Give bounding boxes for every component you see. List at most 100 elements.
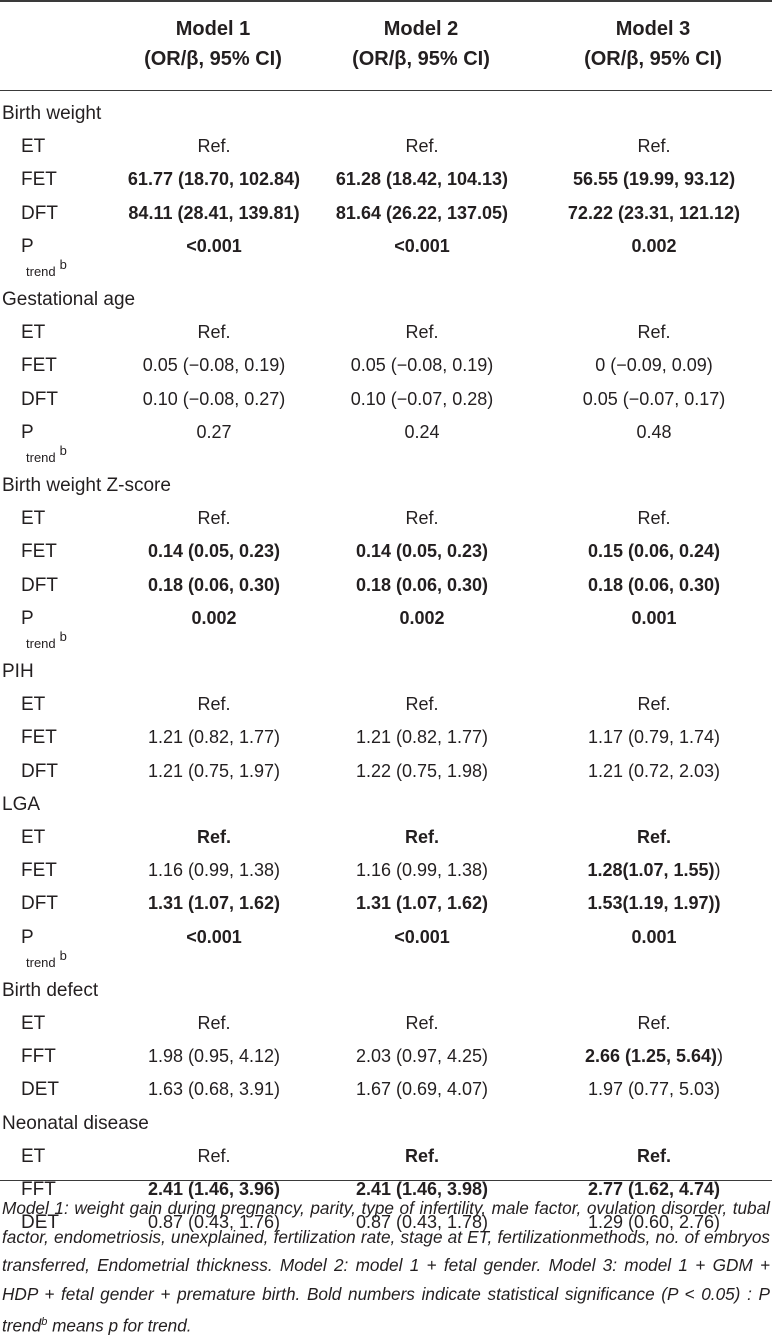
cell-value: Ref.	[637, 694, 671, 715]
value-cell: 1.31 (1.07, 1.62)	[306, 887, 538, 920]
cell-value: Ref.	[405, 136, 439, 157]
footnote-separator: :	[740, 1283, 759, 1304]
table-row: FET 1.16 (0.99, 1.38) 1.16 (0.99, 1.38) 1.2…	[0, 854, 772, 887]
value-cell: 72.22 (23.31, 121.12)	[538, 197, 770, 230]
value-cell: 0.18 (0.06, 0.30)	[538, 569, 770, 602]
value-cell: 0.10 (−0.08, 0.27)	[98, 383, 330, 416]
value-cell: Ref.	[306, 316, 538, 349]
table-row: FET 1.21 (0.82, 1.77) 1.21 (0.82, 1.77) 1.1…	[0, 721, 772, 754]
table-row: DFT 84.11 (28.41, 139.81) 81.64 (26.22, 13…	[0, 197, 772, 230]
value-cell: 0.001	[538, 921, 770, 954]
value-cell: 0.87 (0.43, 1.78)	[306, 1206, 538, 1239]
row-label: P	[21, 926, 34, 948]
table-row: ET Ref. Ref. Ref.	[0, 130, 772, 163]
value-cell: Ref.	[538, 316, 770, 349]
table-top-rule	[0, 0, 772, 2]
cell-value: <0.001	[394, 235, 450, 256]
cell-value: 1.97 (0.77, 5.03)	[587, 1079, 721, 1100]
table-row: DET 1.63 (0.68, 3.91) 1.67 (0.69, 4.07) 1.9…	[0, 1073, 772, 1106]
table-row: DET 0.87 (0.43, 1.76) 0.87 (0.43, 1.78) 1.2…	[0, 1206, 772, 1239]
value-cell: 0.18 (0.06, 0.30)	[98, 569, 330, 602]
value-cell: 1.16 (0.99, 1.38)	[306, 854, 538, 887]
cell-value: 1.67 (0.69, 4.07)	[355, 1079, 489, 1100]
value-cell: 1.21 (0.82, 1.77)	[306, 721, 538, 754]
cell-value: 0.10 (−0.07, 0.28)	[350, 388, 494, 409]
cell-value: 1.16 (0.99, 1.38)	[355, 860, 489, 881]
value-cell: 0.14 (0.05, 0.23)	[98, 535, 330, 568]
footnote-trend-definition: means p for trend.	[47, 1315, 192, 1336]
header-model-label: Model 3	[615, 18, 691, 40]
cell-value: 0.002	[631, 235, 677, 256]
value-cell: 1.21 (0.72, 2.03)	[538, 755, 770, 788]
column-header-model-2: Model 2 (OR/β, 95% CI)	[306, 14, 536, 74]
table-row: FET 0.05 (−0.08, 0.19) 0.05 (−0.08, 0.19) 0…	[0, 349, 772, 382]
cell-value: 0.14 (0.05, 0.23)	[355, 541, 489, 562]
table-footnote: Model 1: weight gain during pregnancy, p…	[2, 1194, 770, 1340]
row-label: DFT	[21, 893, 58, 915]
cell-value: 0.87 (0.43, 1.76)	[147, 1212, 281, 1233]
value-cell: 2.77 (1.62, 4.74)	[538, 1173, 770, 1206]
row-label: DET	[21, 1212, 59, 1234]
value-cell: 0.27	[98, 416, 330, 449]
value-cell: 0.48	[538, 416, 770, 449]
value-cell: Ref.	[98, 316, 330, 349]
footnote-trend-superscript: b	[41, 1316, 48, 1328]
row-label: ET	[21, 322, 46, 344]
section-row: PIH	[0, 655, 772, 688]
value-cell: 1.17 (0.79, 1.74)	[538, 721, 770, 754]
cell-value: 0.18 (0.06, 0.30)	[355, 574, 489, 595]
section-row: Gestational age	[0, 283, 772, 316]
cell-value: 1.21 (0.82, 1.77)	[147, 727, 281, 748]
cell-value: 2.41 (1.46, 3.96)	[147, 1179, 281, 1199]
cell-value: Ref.	[197, 322, 231, 343]
value-cell: 0.002	[306, 602, 538, 635]
value-cell: Ref.	[98, 821, 330, 854]
table-row: DFT 1.31 (1.07, 1.62) 1.31 (1.07, 1.62) 1.5…	[0, 887, 772, 920]
cell-value: 81.64 (26.22, 137.05)	[335, 202, 509, 223]
value-cell: 1.67 (0.69, 4.07)	[306, 1073, 538, 1106]
cell-value: 0.24	[404, 421, 440, 442]
cell-value: 1.29 (0.60, 2.76)	[587, 1212, 721, 1233]
cell-value: 84.11 (28.41, 139.81)	[128, 202, 300, 223]
value-cell: <0.001	[306, 921, 538, 954]
cell-value: 1.28(1.07, 1.55)	[587, 860, 715, 881]
value-cell: 61.28 (18.42, 104.13)	[306, 163, 538, 196]
value-cell: 2.66 (1.25, 5.64))	[538, 1040, 770, 1073]
cell-value: Ref.	[637, 1013, 671, 1033]
table-row: P <0.001 <0.001 0.001 trend b	[0, 921, 772, 970]
cell-value: 1.21 (0.72, 2.03)	[587, 760, 721, 781]
trend-subscript: trend b	[26, 443, 67, 466]
row-label: DFT	[21, 574, 58, 596]
value-cell: 2.03 (0.97, 4.25)	[306, 1040, 538, 1073]
value-cell: 1.29 (0.60, 2.76)	[538, 1206, 770, 1239]
section-title: Neonatal disease	[2, 1112, 149, 1134]
table-row: ET Ref. Ref. Ref.	[0, 316, 772, 349]
cell-value: 2.03 (0.97, 4.25)	[355, 1046, 489, 1067]
value-cell: 1.98 (0.95, 4.12)	[98, 1040, 330, 1073]
trend-subscript-text: trend	[26, 635, 56, 651]
cell-value: 61.28 (18.42, 104.13)	[335, 169, 509, 190]
value-cell: 0.10 (−0.07, 0.28)	[306, 383, 538, 416]
section-title: Gestational age	[2, 289, 136, 310]
value-cell: 1.21 (0.75, 1.97)	[98, 755, 330, 788]
cell-value: <0.001	[186, 926, 242, 947]
cell-value: 2.66 (1.25, 5.64)	[584, 1046, 718, 1067]
cell-value: 0.002	[399, 607, 445, 628]
value-cell: 0 (−0.09, 0.09)	[538, 349, 770, 382]
cell-value: 0.18 (0.06, 0.30)	[587, 574, 721, 595]
cell-value: 0.87 (0.43, 1.78)	[355, 1212, 489, 1233]
table-row: FFT 1.98 (0.95, 4.12) 2.03 (0.97, 4.25) 2.6…	[0, 1040, 772, 1073]
cell-value: 61.77 (18.70, 102.84)	[127, 169, 301, 190]
value-cell: Ref.	[306, 1007, 538, 1040]
cell-value: 0 (−0.09, 0.09)	[595, 355, 713, 376]
value-cell: 0.87 (0.43, 1.76)	[98, 1206, 330, 1239]
trend-subscript-text: trend	[26, 954, 56, 970]
value-cell: 0.15 (0.06, 0.24)	[538, 535, 770, 568]
cell-value: Ref.	[196, 827, 231, 847]
section-title: Birth weight Z-score	[2, 475, 171, 496]
value-cell: Ref.	[98, 130, 330, 163]
cell-value: 2.41 (1.46, 3.98)	[355, 1179, 489, 1199]
table-row: ET Ref. Ref. Ref.	[0, 821, 772, 854]
value-cell: 0.001	[538, 602, 770, 635]
value-cell: 0.05 (−0.08, 0.19)	[98, 349, 330, 382]
